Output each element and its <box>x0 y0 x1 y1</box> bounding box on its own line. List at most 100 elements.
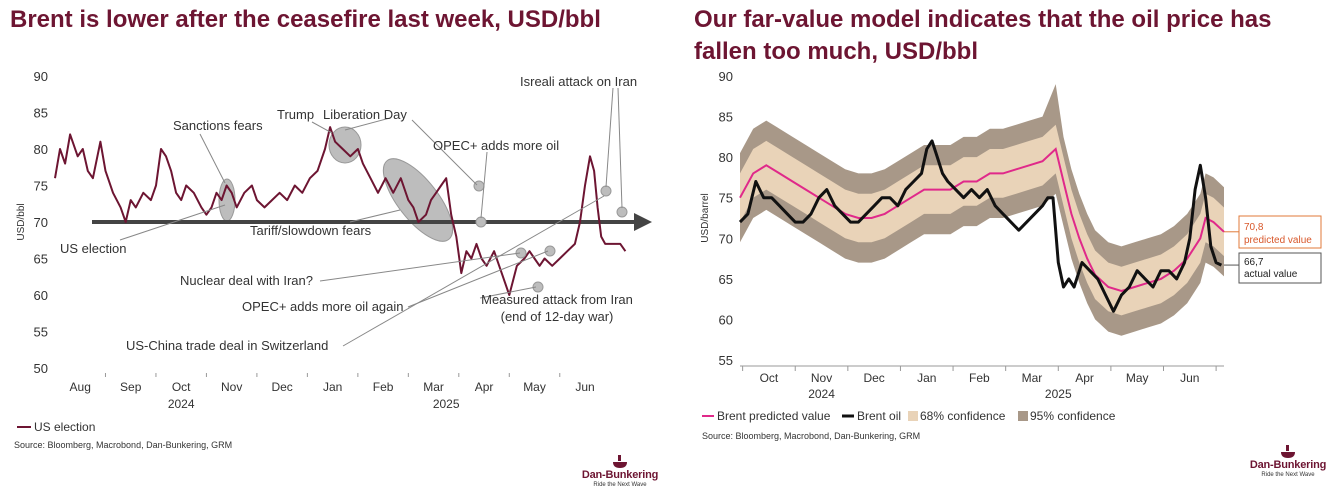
x-tick-label: Jun <box>1180 371 1199 385</box>
annotation-leader-line <box>605 87 614 188</box>
predicted-value-text: predicted value <box>1244 235 1312 246</box>
x-tick-label: May <box>523 380 546 394</box>
annotation-label: Nuclear deal with Iran? <box>180 273 313 288</box>
y-tick-label: 80 <box>34 142 48 157</box>
annotation-label: Trump <box>277 107 314 122</box>
logo-tagline: Ride the Next Wave <box>593 482 647 488</box>
event-marker <box>475 216 487 228</box>
y-tick-label: 70 <box>34 215 48 230</box>
annotation-leader-line <box>311 121 333 134</box>
event-marker <box>544 245 556 257</box>
legend-label: US election <box>34 420 95 434</box>
annotation-label: Liberation Day <box>323 107 407 122</box>
logo-mark-icon <box>613 455 627 468</box>
annotation-label: Isreali attack on Iran <box>520 74 637 89</box>
y-tick-label: 75 <box>719 191 733 206</box>
y-tick-label: 90 <box>34 69 48 84</box>
y-tick-label: 65 <box>34 252 48 267</box>
logo-tagline: Ride the Next Wave <box>1261 472 1315 478</box>
x-tick-label: May <box>1126 371 1149 385</box>
highlight-ellipse <box>328 126 362 164</box>
annotation-leader-line <box>480 151 488 219</box>
legend-swatch-95 <box>1018 411 1028 421</box>
predicted-callout-box <box>1238 215 1322 249</box>
y-tick-label: 75 <box>34 179 48 194</box>
right-chart-title: Our far-value model indicates that the o… <box>694 6 1272 65</box>
right-logo: Dan-Bunkering Ride the Next Wave <box>1246 445 1330 478</box>
y-tick-label: 70 <box>719 231 733 246</box>
x-tick-label: Sep <box>120 380 142 394</box>
annotation-leader-line <box>199 133 226 184</box>
x-tick-label: Mar <box>1022 371 1043 385</box>
y-tick-label: 90 <box>719 69 733 84</box>
x-tick-label: Apr <box>1075 371 1094 385</box>
x-year-label: 2025 <box>433 397 460 411</box>
predicted-value-line <box>739 147 1225 293</box>
annotation-label: Measured attack from Iran <box>481 292 633 307</box>
logo-name: Dan-Bunkering <box>581 469 659 481</box>
y-axis-title: USD/barrel <box>700 193 711 242</box>
y-tick-label: 65 <box>719 272 733 287</box>
x-tick-label: Nov <box>811 371 832 385</box>
x-tick-label: Nov <box>221 380 242 394</box>
annotation-leader-line <box>119 204 226 241</box>
event-marker <box>616 206 628 218</box>
left-chart-panel: Brent is lower after the ceasefire last … <box>0 0 666 495</box>
predicted-value-number: 70,8 <box>1244 222 1264 233</box>
confidence-68-band <box>740 124 1224 316</box>
x-tick-label: Dec <box>271 380 292 394</box>
x-tick-label: Apr <box>475 380 494 394</box>
event-marker <box>515 247 527 259</box>
annotation-label: Tariff/slowdown fears <box>250 223 372 238</box>
x-tick-label: Jan <box>917 371 936 385</box>
annotation-leader-line <box>411 119 478 186</box>
event-marker <box>600 185 612 197</box>
annotation-label: US-China trade deal in Switzerland <box>126 338 328 353</box>
actual-callout-box <box>1238 252 1322 284</box>
legend-label: 95% confidence <box>1030 409 1116 423</box>
x-tick-label: Mar <box>423 380 444 394</box>
trend-arrow-head <box>634 213 652 231</box>
highlight-ellipse <box>382 158 454 242</box>
x-tick-label: Aug <box>70 380 91 394</box>
y-tick-label: 85 <box>34 106 48 121</box>
left-chart-title: Brent is lower after the ceasefire last … <box>10 6 601 33</box>
legend-label: Brent predicted value <box>717 409 831 423</box>
annotation-leader-line <box>349 209 401 223</box>
annotation-leader-line <box>407 250 549 308</box>
x-tick-label: Oct <box>172 380 191 394</box>
y-tick-label: 55 <box>34 325 48 340</box>
annotation-label: Sanctions fears <box>173 118 263 133</box>
right-chart-panel: Our far-value model indicates that the o… <box>672 0 1338 495</box>
left-logo: Dan-Bunkering Ride the Next Wave <box>578 455 662 488</box>
x-tick-label: Oct <box>760 371 779 385</box>
brent-series-line <box>54 126 627 296</box>
legend-label: Brent oil <box>857 409 901 423</box>
y-tick-label: 85 <box>719 110 733 125</box>
x-year-label: 2024 <box>168 397 195 411</box>
actual-value-text: actual value <box>1244 269 1298 280</box>
legend-swatch-68 <box>908 411 918 421</box>
x-tick-label: Dec <box>863 371 884 385</box>
brent-oil-line <box>738 139 1223 313</box>
annotation-label: (end of 12-day war) <box>501 309 614 324</box>
event-marker <box>532 281 544 293</box>
annotation-leader-line <box>344 117 391 131</box>
y-tick-label: 55 <box>719 353 733 368</box>
x-tick-label: Feb <box>969 371 990 385</box>
x-year-label: 2024 <box>808 387 835 401</box>
y-tick-label: 80 <box>719 150 733 165</box>
y-tick-label: 50 <box>34 361 48 376</box>
x-tick-label: Jun <box>575 380 594 394</box>
annotation-leader-line <box>479 286 537 299</box>
y-tick-label: 60 <box>719 312 733 327</box>
event-marker <box>473 180 485 192</box>
right-source-note: Source: Bloomberg, Macrobond, Dan-Bunker… <box>702 431 921 441</box>
annotation-label: OPEC+ adds more oil again <box>242 299 404 314</box>
x-tick-label: Jan <box>323 380 342 394</box>
left-source-note: Source: Bloomberg, Macrobond, Dan-Bunker… <box>14 440 233 450</box>
annotation-leader-line <box>342 195 605 347</box>
annotation-leader-line <box>617 87 623 209</box>
actual-value-number: 66,7 <box>1244 257 1264 268</box>
x-year-label: 2025 <box>1045 387 1072 401</box>
